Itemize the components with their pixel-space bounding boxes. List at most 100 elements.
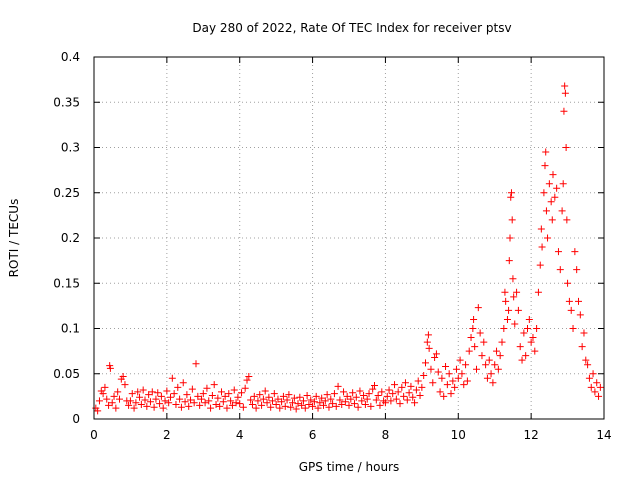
data-point — [327, 395, 335, 403]
data-point — [294, 400, 302, 408]
data-point — [119, 372, 127, 380]
data-point — [591, 388, 599, 396]
data-point — [274, 395, 282, 403]
data-point — [132, 399, 140, 407]
data-point — [194, 392, 202, 400]
data-point — [247, 396, 255, 404]
data-point — [263, 399, 271, 407]
x-tick-label: 10 — [451, 428, 466, 442]
y-tick-label: 0.2 — [61, 231, 80, 245]
data-point — [571, 248, 579, 256]
x-tick-label: 0 — [90, 428, 98, 442]
data-point — [554, 248, 562, 256]
data-point — [544, 234, 552, 242]
data-point — [106, 364, 114, 372]
data-point — [287, 403, 295, 411]
data-point — [520, 329, 528, 337]
data-point — [447, 390, 455, 398]
data-point — [223, 404, 231, 412]
data-point — [228, 401, 236, 409]
data-point — [380, 397, 388, 405]
y-tick-label: 0.4 — [61, 50, 80, 64]
data-point — [316, 399, 324, 407]
data-point — [385, 386, 393, 394]
data-point — [514, 306, 522, 314]
data-point — [285, 391, 293, 399]
data-point — [582, 356, 590, 364]
data-point — [185, 402, 193, 410]
data-point — [508, 216, 516, 224]
chart-title: Day 280 of 2022, Rate Of TEC Index for r… — [192, 21, 511, 35]
data-point — [374, 391, 382, 399]
data-point — [292, 405, 300, 413]
data-point — [188, 385, 196, 393]
data-point — [289, 399, 297, 407]
x-tick-label: 4 — [236, 428, 244, 442]
data-point — [234, 393, 242, 401]
data-point — [584, 361, 592, 369]
data-point — [278, 398, 286, 406]
data-point — [276, 404, 284, 412]
data-point — [221, 392, 229, 400]
data-point — [174, 383, 182, 391]
data-point — [536, 261, 544, 269]
data-point — [334, 382, 342, 390]
data-point — [352, 393, 360, 401]
data-point — [367, 402, 375, 410]
data-point — [392, 395, 400, 403]
x-axis-label: GPS time / hours — [299, 460, 400, 474]
data-point — [350, 400, 358, 408]
data-point — [505, 257, 513, 265]
data-point — [500, 325, 508, 332]
data-point — [309, 402, 317, 410]
data-point — [108, 399, 116, 407]
data-point — [112, 404, 120, 412]
data-point — [225, 390, 233, 398]
data-point — [121, 381, 129, 389]
data-point — [502, 297, 510, 305]
data-point — [203, 384, 211, 392]
data-point — [143, 402, 151, 410]
data-point — [561, 82, 569, 90]
data-point — [340, 388, 348, 396]
data-point — [163, 387, 171, 395]
data-point — [201, 399, 209, 407]
data-point — [256, 391, 264, 399]
data-point — [167, 393, 174, 401]
data-point — [336, 396, 344, 404]
data-point — [137, 401, 145, 409]
data-point — [190, 399, 198, 407]
data-point — [232, 399, 240, 407]
data-point — [414, 377, 422, 385]
data-point — [460, 381, 468, 389]
data-point — [474, 304, 482, 312]
data-point — [134, 388, 142, 396]
data-point — [507, 193, 515, 201]
data-point — [416, 391, 424, 399]
data-point — [305, 401, 313, 409]
data-point — [525, 315, 533, 323]
data-point — [239, 403, 247, 411]
data-point — [270, 390, 278, 398]
data-point — [168, 374, 176, 382]
data-point — [462, 361, 470, 369]
data-point — [259, 395, 267, 403]
data-point — [272, 401, 280, 409]
data-point — [146, 398, 154, 406]
data-point — [381, 399, 389, 407]
data-point — [103, 395, 111, 403]
data-point — [128, 390, 136, 398]
data-point — [248, 401, 256, 409]
data-point — [431, 353, 439, 361]
data-point — [378, 388, 386, 396]
data-point — [575, 297, 582, 305]
data-point — [323, 391, 331, 399]
data-point — [473, 365, 480, 373]
data-point — [99, 390, 107, 398]
data-point — [218, 388, 225, 396]
data-point — [551, 193, 559, 201]
data-point — [510, 293, 518, 301]
data-point — [573, 266, 581, 274]
data-point — [387, 397, 395, 405]
x-tick-label: 14 — [596, 428, 611, 442]
